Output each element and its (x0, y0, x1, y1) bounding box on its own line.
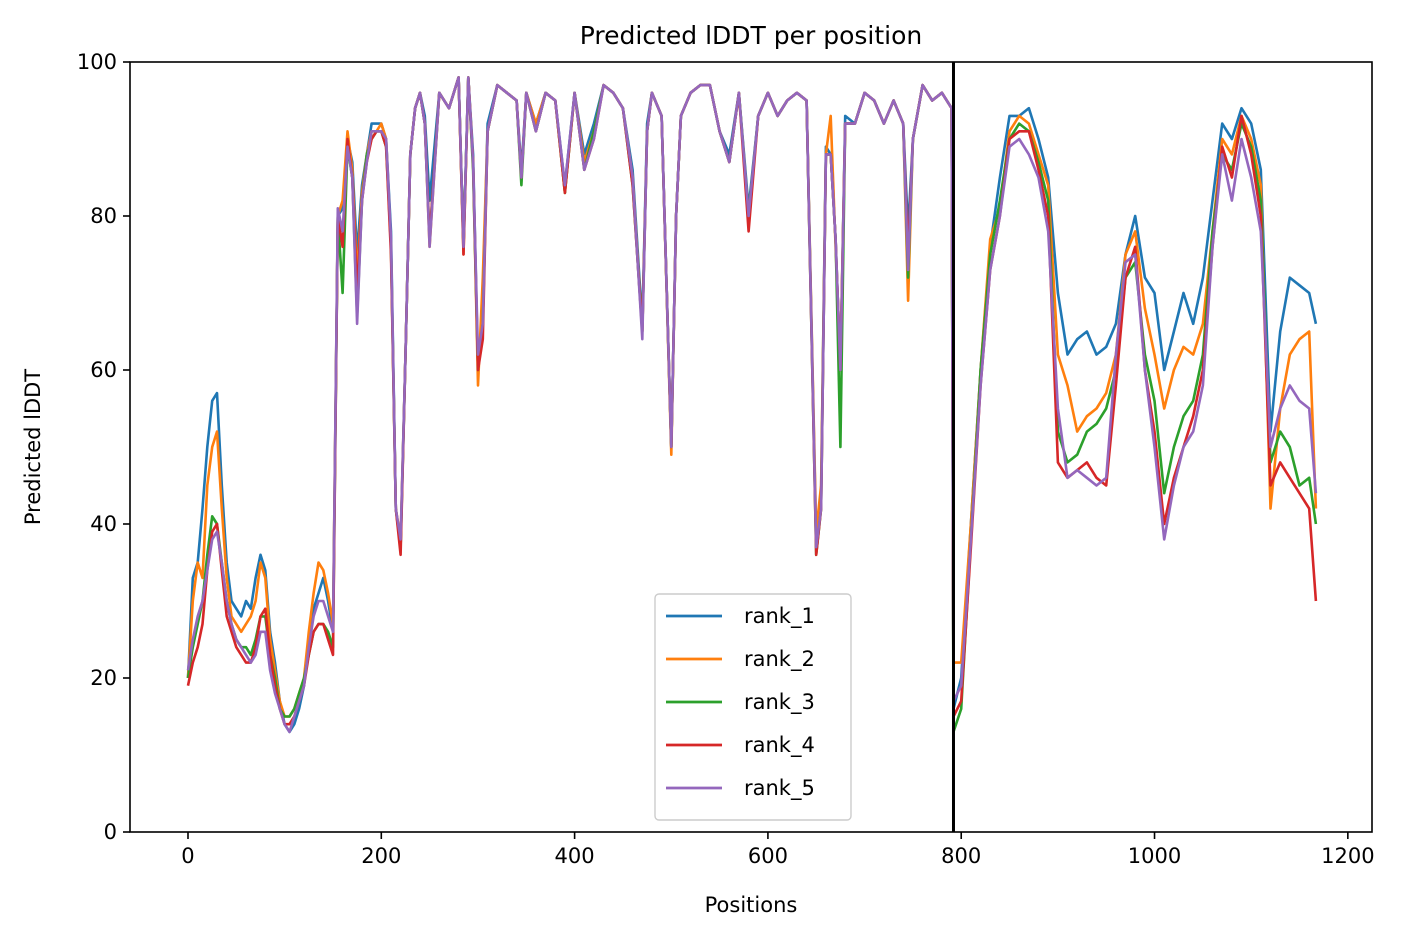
y-tick-label: 0 (104, 820, 117, 844)
legend-label-rank_4: rank_4 (744, 733, 815, 758)
legend-label-rank_2: rank_2 (744, 647, 815, 672)
y-axis: 0 20 40 60 80 100 (77, 50, 130, 844)
y-tick-label: 60 (90, 358, 117, 382)
plot-area (129, 61, 1373, 833)
legend-label-rank_1: rank_1 (744, 604, 815, 629)
x-tick-label: 400 (555, 844, 595, 868)
series-line-rank_5 (186, 76, 1318, 734)
legend: rank_1 rank_2 rank_3 rank_4 rank_5 (654, 593, 852, 821)
legend-label-rank_5: rank_5 (744, 776, 815, 801)
x-tick-label: 600 (748, 844, 788, 868)
y-tick-label: 20 (90, 666, 117, 690)
x-tick-label: 1200 (1321, 844, 1374, 868)
x-tick-label: 1000 (1128, 844, 1181, 868)
y-tick-label: 80 (90, 204, 117, 228)
x-tick-label: 800 (941, 844, 981, 868)
legend-box (654, 593, 852, 821)
x-axis: 0 200 400 600 800 1000 1200 (181, 832, 1375, 868)
x-tick-label: 0 (181, 844, 194, 868)
y-tick-label: 40 (90, 512, 117, 536)
plot-frame (129, 61, 1373, 833)
chart-title: Predicted lDDT per position (580, 21, 922, 50)
series-lines (186, 76, 1318, 734)
y-tick-label: 100 (77, 50, 117, 74)
x-axis-label: Positions (705, 893, 798, 917)
x-tick-label: 200 (361, 844, 401, 868)
y-axis-label: Predicted lDDT (21, 369, 45, 525)
legend-label-rank_3: rank_3 (744, 690, 815, 715)
